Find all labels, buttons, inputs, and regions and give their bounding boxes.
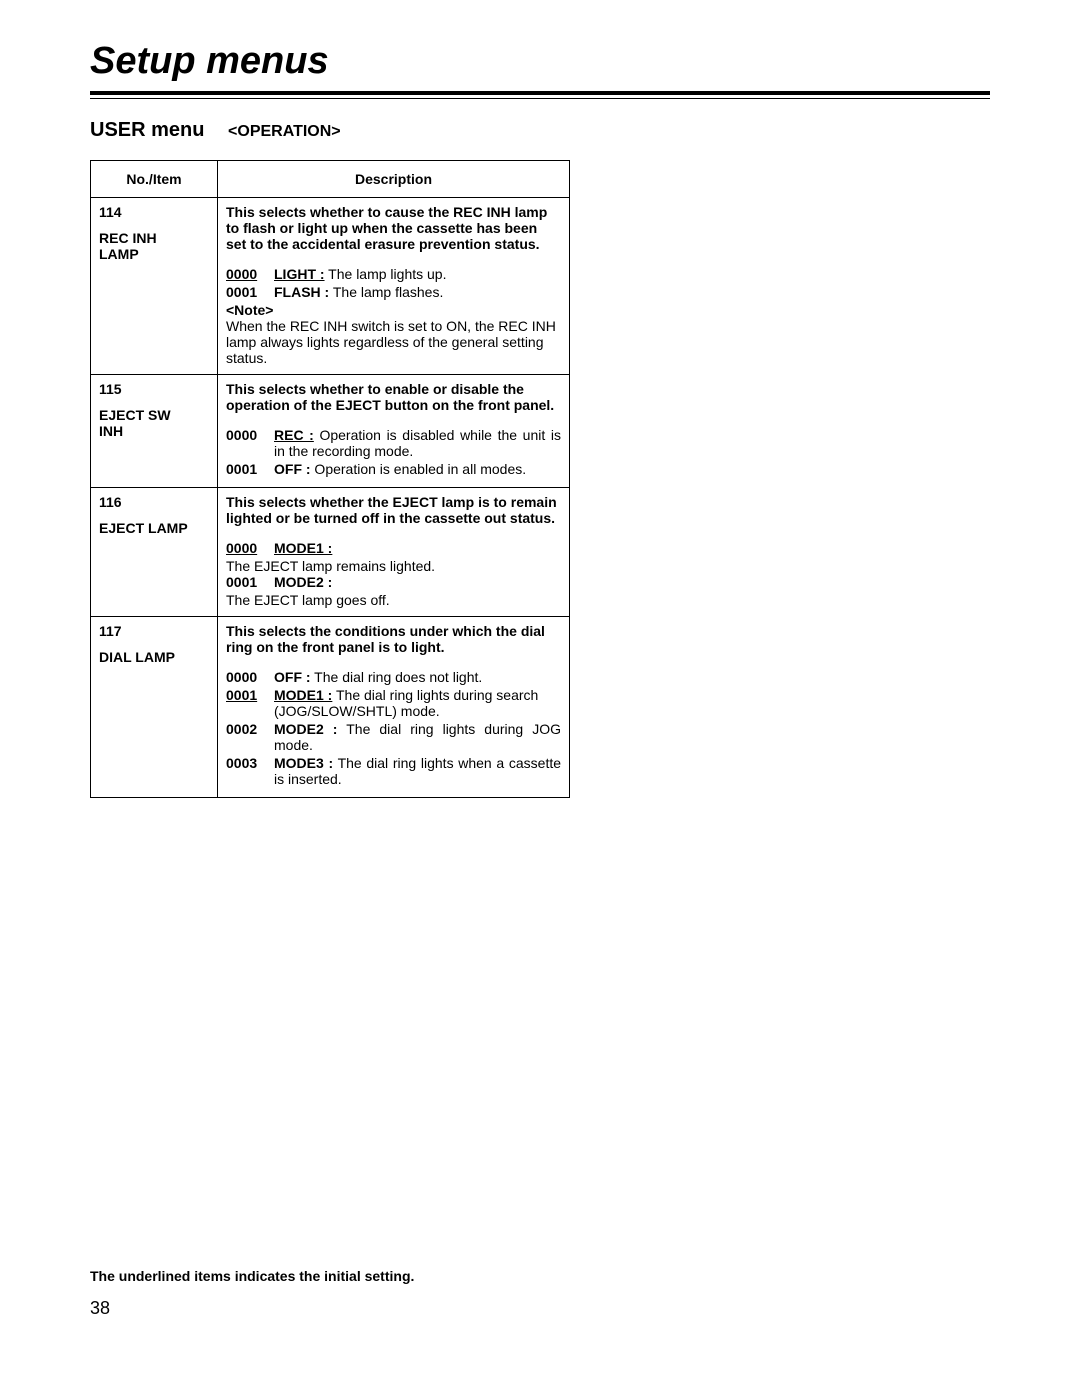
- cell-no: 114 REC INH LAMP: [91, 198, 218, 375]
- note-label: <Note>: [226, 302, 273, 318]
- opt-label: MODE2 :: [274, 721, 337, 737]
- opt-label: OFF :: [274, 461, 311, 477]
- opt-code: 0000: [226, 427, 274, 459]
- item-name-l2: INH: [99, 423, 209, 439]
- th-no: No./Item: [91, 161, 218, 198]
- opt-code: 0000: [226, 266, 274, 282]
- item-no: 117: [99, 623, 209, 639]
- cell-desc: This selects the conditions under which …: [218, 617, 570, 798]
- cell-no: 115 EJECT SW INH: [91, 375, 218, 488]
- opt-row: 0001 OFF : Operation is enabled in all m…: [226, 461, 561, 477]
- opt-text: The lamp flashes.: [329, 284, 443, 300]
- opt-text: The lamp lights up.: [325, 266, 447, 282]
- subtitle-main: USER menu: [90, 119, 204, 141]
- opt-code: 0000: [226, 669, 274, 685]
- table-row: 116 EJECT LAMP This selects whether the …: [91, 488, 570, 617]
- opt-label: MODE2 :: [274, 574, 332, 590]
- opt-code: 0002: [226, 721, 274, 753]
- note-body: When the REC INH switch is set to ON, th…: [226, 318, 561, 366]
- desc-head: This selects whether to enable or disabl…: [226, 381, 561, 413]
- table-row: 114 REC INH LAMP This selects whether to…: [91, 198, 570, 375]
- opt-text: The dial ring does not light.: [311, 669, 483, 685]
- opt-code: 0001: [226, 461, 274, 477]
- opt-code: 0001: [226, 687, 274, 719]
- opt-row: 0003 MODE3 : The dial ring lights when a…: [226, 755, 561, 787]
- opt-code: 0000: [226, 540, 274, 556]
- opt-label: MODE3 :: [274, 755, 333, 771]
- footnote: The underlined items indicates the initi…: [90, 1268, 990, 1284]
- item-name-l1: DIAL LAMP: [99, 649, 209, 665]
- opt-label: MODE1 :: [274, 687, 332, 703]
- table-row: 117 DIAL LAMP This selects the condition…: [91, 617, 570, 798]
- opt-row: 0001 MODE1 : The dial ring lights during…: [226, 687, 561, 719]
- desc-head: This selects whether the EJECT lamp is t…: [226, 494, 561, 526]
- opt-body: MODE3 : The dial ring lights when a cass…: [274, 755, 561, 787]
- opt-body: MODE1 :: [274, 540, 561, 556]
- opt-below: The EJECT lamp goes off.: [226, 592, 561, 608]
- item-no: 114: [99, 204, 209, 220]
- opt-body: MODE2 :: [274, 574, 561, 590]
- item-name-l1: REC INH: [99, 230, 209, 246]
- opt-row: 0002 MODE2 : The dial ring lights during…: [226, 721, 561, 753]
- opt-code: 0001: [226, 574, 274, 590]
- opt-row: 0000 LIGHT : The lamp lights up.: [226, 266, 561, 282]
- opt-row: 0000 REC : Operation is disabled while t…: [226, 427, 561, 459]
- opt-body: OFF : The dial ring does not light.: [274, 669, 561, 685]
- th-desc: Description: [218, 161, 570, 198]
- desc-head: This selects whether to cause the REC IN…: [226, 204, 561, 252]
- cell-no: 117 DIAL LAMP: [91, 617, 218, 798]
- note: <Note> When the REC INH switch is set to…: [226, 302, 561, 366]
- opt-row: 0000 OFF : The dial ring does not light.: [226, 669, 561, 685]
- opt-label: OFF :: [274, 669, 311, 685]
- opt-row: 0001 FLASH : The lamp flashes.: [226, 284, 561, 300]
- item-no: 116: [99, 494, 209, 510]
- opt-body: REC : Operation is disabled while the un…: [274, 427, 561, 459]
- cell-desc: This selects whether to cause the REC IN…: [218, 198, 570, 375]
- opt-below: The EJECT lamp remains lighted.: [226, 558, 561, 574]
- opt-code: 0003: [226, 755, 274, 787]
- opt-label: LIGHT :: [274, 266, 325, 282]
- item-no: 115: [99, 381, 209, 397]
- opt-body: OFF : Operation is enabled in all modes.: [274, 461, 561, 477]
- subtitle-tag: <OPERATION>: [228, 123, 341, 140]
- opt-body: LIGHT : The lamp lights up.: [274, 266, 561, 282]
- table-row: 115 EJECT SW INH This selects whether to…: [91, 375, 570, 488]
- opt-label: FLASH :: [274, 284, 329, 300]
- item-name-l2: LAMP: [99, 246, 209, 262]
- page-title: Setup menus: [90, 40, 990, 83]
- opt-row: 0000 MODE1 :: [226, 540, 561, 556]
- opt-label: REC :: [274, 427, 314, 443]
- cell-no: 116 EJECT LAMP: [91, 488, 218, 617]
- title-rule: [90, 91, 990, 99]
- opt-row: 0001 MODE2 :: [226, 574, 561, 590]
- opt-text: Operation is disabled while the unit is …: [274, 427, 561, 459]
- opt-body: MODE2 : The dial ring lights during JOG …: [274, 721, 561, 753]
- opt-label: MODE1 :: [274, 540, 332, 556]
- subtitle: USER menu <OPERATION>: [90, 119, 990, 142]
- item-name-l1: EJECT LAMP: [99, 520, 209, 536]
- menu-table: No./Item Description 114 REC INH LAMP Th…: [90, 160, 570, 798]
- item-name-l1: EJECT SW: [99, 407, 209, 423]
- desc-head: This selects the conditions under which …: [226, 623, 561, 655]
- opt-body: FLASH : The lamp flashes.: [274, 284, 561, 300]
- opt-code: 0001: [226, 284, 274, 300]
- page-number: 38: [90, 1298, 990, 1319]
- opt-body: MODE1 : The dial ring lights during sear…: [274, 687, 561, 719]
- cell-desc: This selects whether the EJECT lamp is t…: [218, 488, 570, 617]
- cell-desc: This selects whether to enable or disabl…: [218, 375, 570, 488]
- opt-text: Operation is enabled in all modes.: [311, 461, 527, 477]
